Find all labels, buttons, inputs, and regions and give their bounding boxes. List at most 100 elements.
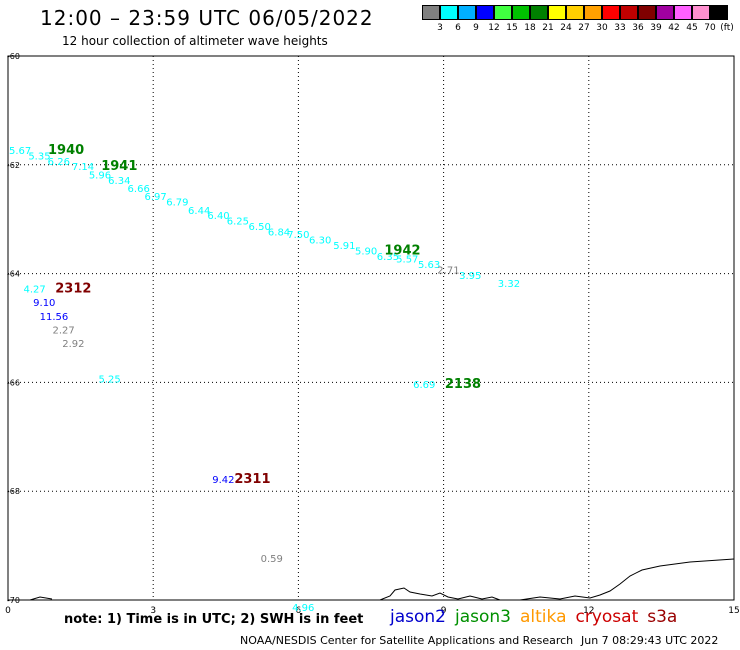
chart-title: 12:00 – 23:59 UTC 06/05/2022 [40,6,374,30]
colorbar-label: 30 [596,23,608,33]
y-tick-label: -64 [7,270,20,279]
colorbar-swatch [458,5,476,20]
swh-point: 11.56 [40,312,69,323]
swh-point: 5.63 [418,260,440,271]
swh-point: 5.67 [9,146,31,157]
colorbar-swatch [548,5,566,20]
colorbar-swatch [710,5,728,20]
colorbar-swatch [494,5,512,20]
swh-point: 6.44 [188,206,210,217]
x-tick-label: 15 [728,606,739,616]
swh-point: 9.42 [212,475,234,486]
swh-point: 6.79 [166,198,188,209]
swh-point: 7.14 [72,162,94,173]
swh-point: 6.26 [48,157,70,168]
swh-point: 7.50 [287,230,309,241]
mission-name: jason3 [455,607,511,627]
colorbar-label: 27 [578,23,590,33]
pass-number-label: 1942 [384,244,420,259]
mission-name: jason2 [390,607,446,627]
y-tick-label: -66 [7,378,20,387]
colorbar-label: 6 [455,23,461,33]
credit-line: NOAA/NESDIS Center for Satellite Applica… [240,634,574,647]
colorbar-label: 45 [686,23,698,33]
swh-point: 6.34 [108,176,130,187]
mission-name: s3a [647,607,678,627]
pass-labels: 1940 1941 1942 2312 2138 2311 [48,143,481,487]
pass-number-label: 1940 [48,143,84,158]
data-points: 5.675.356.26 7.145.966.346.666.97 6.796.44… [9,146,520,614]
colorbar-unit: (ft) [720,23,734,33]
colorbar-swatch [656,5,674,20]
swh-point: 2.92 [62,339,84,350]
coastline [29,558,735,601]
pass-number-label: 2312 [55,282,91,297]
colorbar-swatch [566,5,584,20]
pass-number-label: 2138 [445,377,481,392]
swh-point: 4.27 [23,285,45,296]
colorbar-swatch [584,5,602,20]
plot-frame [7,55,735,601]
colorbar-label: 70 [704,23,716,33]
colorbar-swatch [422,5,440,20]
colorbar-label: 12 [488,23,500,33]
colorbar-swatch [692,5,710,20]
swh-point: 5.35 [28,151,50,162]
x-tick-label: 3 [150,606,156,616]
colorbar-swatch [674,5,692,20]
colorbar-label: 18 [524,23,536,33]
generated-timestamp: Jun 7 08:29:43 UTC 2022 [581,634,719,647]
x-tick-label: 6 [296,606,302,616]
x-tick-label: 0 [5,606,11,616]
colorbar-label: 9 [473,23,479,33]
y-tick-label: -70 [7,596,20,605]
y-tick-label: -60 [7,52,20,61]
swh-point: 6.50 [249,222,271,233]
colorbar-swatch [440,5,458,20]
swh-point: 6.40 [207,211,229,222]
swh-point: 2.71 [437,266,459,277]
swh-point: 3.32 [498,279,520,290]
x-tick-label: 9 [441,606,447,616]
swh-point: 6.84 [268,228,290,239]
mission-name: cryosat [575,607,639,627]
grid-lines [8,56,734,600]
colorbar-swatch [512,5,530,20]
colorbar-swatch [476,5,494,20]
colorbar-label: 33 [614,23,626,33]
swh-point: 2.27 [53,325,75,336]
swh-point: 6.25 [227,217,249,228]
pass-number-label: 1941 [101,159,137,174]
colorbar-label: 15 [506,23,518,33]
swh-point: 5.90 [355,247,377,258]
swh-point: 5.96 [89,170,111,181]
swh-point: 6.97 [144,192,166,203]
footnote: note: 1) Time is in UTC; 2) SWH is in fe… [64,612,364,627]
swh-point: 4.96 [292,603,314,614]
colorbar-label: 42 [668,23,680,33]
swh-point: 5.25 [99,374,121,385]
swh-point: 5.91 [333,241,355,252]
colorbar-label: 24 [560,23,572,33]
colorbar-swatch [602,5,620,20]
swh-point: 6.66 [128,184,150,195]
colorbar-swatch [620,5,638,20]
pass-number-label: 2311 [234,472,270,487]
colorbar-label: 3 [437,23,443,33]
y-tick-label: -62 [7,161,20,170]
colorbar-swatch [638,5,656,20]
axis-ticks: 0 3 6 9 12 15 -60 -62 -64 -66 -68 -70 [5,52,740,616]
swh-point: 0.59 [261,554,283,565]
colorbar-swatch [530,5,548,20]
y-tick-label: -68 [7,487,20,496]
swh-point: 5.57 [396,255,418,266]
x-tick-label: 12 [583,606,594,616]
colorbar-label: 39 [650,23,662,33]
swh-point: 6.35 [377,252,399,263]
swh-point: 6.69 [413,380,435,391]
swh-point: 9.10 [33,298,55,309]
swh-point: 3.95 [459,271,481,282]
colorbar-label: 21 [542,23,554,33]
chart-subtitle: 12 hour collection of altimeter wave hei… [62,34,328,48]
